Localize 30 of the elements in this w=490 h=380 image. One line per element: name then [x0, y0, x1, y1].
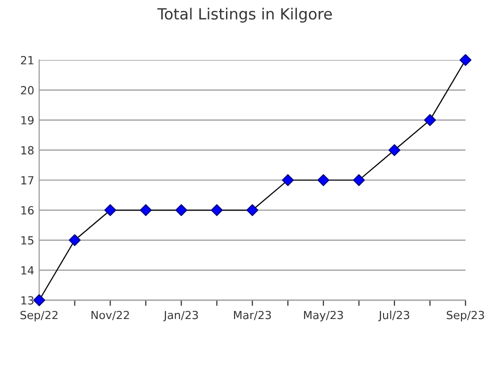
point — [210, 204, 223, 216]
point — [388, 144, 400, 156]
x-tick-label: May/23 — [304, 310, 343, 322]
y-tick-label: 15 — [21, 236, 34, 245]
point — [352, 174, 365, 186]
x-tick-label: Sep/22 — [20, 310, 58, 322]
x-tick-label: Nov/22 — [92, 310, 129, 320]
y-tick-label: 20 — [21, 86, 34, 94]
y-tick-label: 17 — [21, 176, 34, 184]
point — [246, 204, 258, 216]
point — [140, 204, 152, 216]
chart-title: Total Listings in Kilgore — [157, 8, 332, 23]
point — [282, 174, 294, 186]
y-tick-label: 19 — [21, 116, 34, 124]
y-tick-label: 18 — [21, 146, 34, 154]
point — [317, 174, 330, 186]
y-tick-label: 13 — [21, 296, 34, 305]
x-tick-label: Jul/23 — [378, 310, 410, 322]
point — [104, 204, 116, 216]
x-tick-label: Sep/23 — [446, 310, 484, 322]
point — [33, 294, 46, 306]
point — [460, 54, 472, 66]
point — [424, 114, 436, 126]
x-tick-label: Mar/23 — [234, 310, 271, 320]
x-tick-label: Jan/23 — [163, 310, 198, 322]
y-tick-label: 16 — [21, 206, 34, 215]
y-tick-label: 14 — [21, 266, 34, 274]
y-tick-label: 21 — [21, 56, 34, 64]
point — [68, 234, 81, 246]
point — [175, 204, 188, 216]
